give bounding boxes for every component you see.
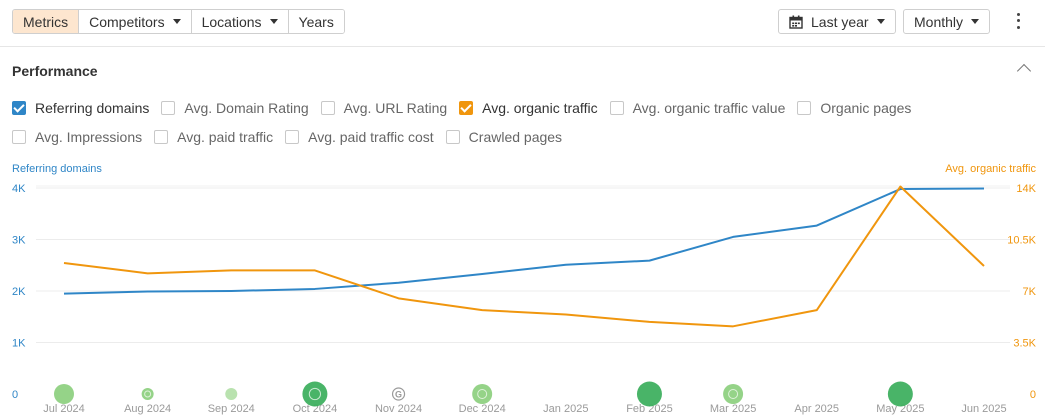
toolbar: Metrics Competitors Locations Years Last ye… [0,0,1045,47]
x-tick-label: Jan 2025 [543,403,588,415]
checkbox-checked-icon[interactable] [12,101,26,115]
checkbox-icon[interactable] [285,130,300,144]
tab-years[interactable]: Years [288,10,344,33]
metric-toggle-organic-pages[interactable]: Organic pages [797,100,911,116]
right-tick-label: 3.5K [1013,338,1036,350]
metric-toggle-avg-organic-traffic-value[interactable]: Avg. organic traffic value [609,100,786,116]
x-tick-label: Jul 2024 [43,403,85,415]
checkbox-icon[interactable] [797,101,812,115]
metric-toggle-avg-paid-traffic[interactable]: Avg. paid traffic [154,129,273,145]
chevron-down-icon [971,19,980,24]
tab-metrics[interactable]: Metrics [13,10,80,33]
update-marker-icon [141,388,154,400]
performance-chart: 0 0 1K 3.5K 2K 7K 3K 10.5K 4K 14K Jul 2024 Aug 2024… [12,183,1037,415]
update-marker-icon [225,388,238,400]
right-tick-label: 7K [1023,286,1037,298]
series-line-referring-domains [63,187,985,295]
metric-label: Avg. Impressions [35,129,143,145]
metric-toggle-avg-paid-traffic-cost[interactable]: Avg. paid traffic cost [285,129,434,145]
tab-label: Locations [201,13,262,30]
metric-label: Avg. organic traffic [482,100,598,116]
metric-toggle-referring-domains[interactable]: Referring domains [12,100,149,116]
update-marker-icon [391,387,406,401]
left-tick-label: 4K [12,183,26,195]
metric-label: Avg. URL Rating [343,100,448,116]
metric-label: Referring domains [35,100,150,116]
right-tick-label: 0 [1030,389,1036,401]
x-tick-label: May 2025 [876,403,924,415]
x-tick-label: Oct 2024 [293,403,338,415]
metric-toggle-avg-url-rating[interactable]: Avg. URL Rating [320,100,448,116]
metric-label: Avg. Domain Rating [184,100,309,116]
report-mode-tabs: Metrics Competitors Locations Years [12,9,345,34]
google-g-icon: G [395,390,402,400]
update-marker-icon [636,381,662,407]
google-g-icon [477,389,488,399]
tab-label: Competitors [89,13,165,30]
metric-toggle-crawled-pages[interactable]: Crawled pages [445,129,563,145]
metric-label: Avg. paid traffic [177,129,274,145]
metric-toggles-row-1: Referring domains Avg. Domain Rating Avg. … [12,100,1032,116]
metric-toggle-avg-domain-rating[interactable]: Avg. Domain Rating [161,100,309,116]
section-title: Performance [12,63,98,79]
series-line-organic-traffic [63,185,985,328]
chevron-down-icon [269,19,278,24]
update-marker-icon [54,384,74,404]
google-g-icon [728,389,739,399]
right-tick-label: 10.5K [1007,235,1036,247]
metric-toggle-avg-organic-traffic[interactable]: Avg. organic traffic [459,100,598,116]
x-tick-label: Jun 2025 [961,403,1006,415]
x-tick-label: Mar 2025 [710,403,756,415]
checkbox-icon[interactable] [154,130,169,144]
kebab-menu-icon[interactable] [1011,11,1025,31]
x-tick-label: Apr 2025 [794,403,839,415]
metric-label: Avg. paid traffic cost [308,129,434,145]
metric-label: Organic pages [820,100,912,116]
checkbox-checked-icon[interactable] [459,101,474,115]
google-g-icon [144,390,152,398]
update-marker-icon [723,384,744,404]
left-tick-label: 0 [12,389,18,401]
left-tick-label: 2K [12,286,26,298]
checkbox-icon[interactable] [12,130,26,144]
checkbox-icon[interactable] [445,130,460,144]
tab-competitors[interactable]: Competitors [79,10,192,33]
tab-label: Years [298,13,334,30]
metric-toggle-avg-impressions[interactable]: Avg. Impressions [12,129,142,145]
left-tick-label: 3K [12,235,26,247]
calendar-icon [789,15,803,29]
metric-label: Avg. organic traffic value [632,100,786,116]
x-tick-label: Dec 2024 [459,403,506,415]
google-g-icon [308,387,322,401]
update-marker-icon [887,381,913,407]
checkbox-icon[interactable] [609,101,624,115]
left-tick-label: 1K [12,338,26,350]
chevron-up-icon[interactable] [1016,63,1032,79]
interval-dropdown[interactable]: Monthly [903,9,991,34]
right-tick-label: 14K [1016,183,1036,195]
x-tick-label: Nov 2024 [375,403,422,415]
period-dropdown[interactable]: Last year [778,9,896,34]
update-marker-icon [472,384,493,404]
update-marker-icon [302,381,328,407]
interval-label: Monthly [914,13,964,30]
tab-label: Metrics [23,13,69,30]
x-tick-label: Sep 2024 [208,403,255,415]
checkbox-icon[interactable] [161,101,176,115]
metric-label: Crawled pages [468,129,563,145]
chevron-down-icon [172,19,181,24]
period-label: Last year [811,13,869,30]
metric-toggles-row-2: Avg. Impressions Avg. paid traffic Avg. pa… [12,129,1032,145]
left-axis-title: Referring domains [12,163,102,175]
x-tick-label: Aug 2024 [124,403,171,415]
checkbox-icon[interactable] [320,101,335,115]
x-tick-label: Feb 2025 [626,403,672,415]
right-axis-title: Avg. organic traffic [945,163,1036,175]
chevron-down-icon [876,19,885,24]
tab-locations[interactable]: Locations [191,10,289,33]
